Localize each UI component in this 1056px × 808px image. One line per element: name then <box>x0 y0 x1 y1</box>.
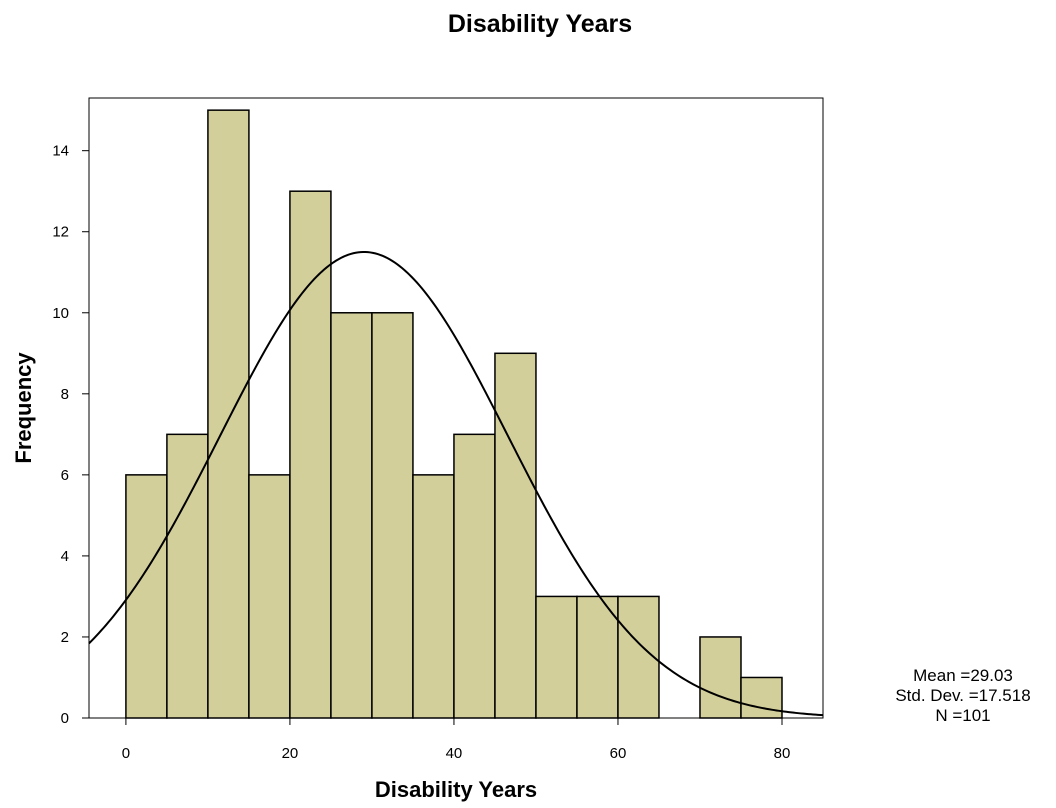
stats-mean: Mean =29.03 <box>913 666 1013 685</box>
y-tick-label: 14 <box>52 143 69 160</box>
x-tick-label: 80 <box>774 745 791 762</box>
histogram-bar <box>166 433 209 719</box>
y-tick-label: 4 <box>61 548 69 565</box>
y-tick-label: 0 <box>61 710 69 727</box>
stats-std-dev: Std. Dev. =17.518 <box>895 686 1030 705</box>
x-tick-label: 40 <box>446 745 463 762</box>
histogram-bar <box>617 595 660 719</box>
y-tick-label: 2 <box>61 629 69 646</box>
histogram-bar <box>453 433 496 719</box>
chart-title: Disability Years <box>447 10 633 38</box>
x-tick-label: 20 <box>282 745 299 762</box>
stats-box: Mean =29.03 Std. Dev. =17.518 N =101 <box>895 666 1030 725</box>
x-tick-label: 60 <box>610 745 627 762</box>
histogram-bar <box>535 595 578 719</box>
stats-n: N =101 <box>935 706 990 725</box>
histogram-bars <box>125 109 783 719</box>
histogram-bar <box>330 312 373 719</box>
y-tick-label: 12 <box>52 224 69 241</box>
y-tick-label: 8 <box>61 386 69 403</box>
y-tick-label: 6 <box>61 467 69 484</box>
histogram-bar <box>125 474 168 719</box>
histogram-bar <box>248 474 291 719</box>
histogram-bar <box>371 312 414 719</box>
x-tick-label: 0 <box>122 745 130 762</box>
histogram-bar <box>699 636 742 719</box>
histogram-bar <box>289 190 332 719</box>
histogram-bar <box>576 595 619 719</box>
x-axis: 0 20 40 60 80 <box>122 718 791 762</box>
normal-curve <box>88 250 824 717</box>
histogram-bar <box>412 474 455 719</box>
histogram-bar <box>740 676 783 719</box>
x-axis-title: Disability Years <box>375 777 537 802</box>
y-tick-label: 10 <box>52 305 69 322</box>
histogram-bar <box>207 109 250 719</box>
histogram-bar <box>494 352 537 719</box>
y-axis: 0 2 4 6 8 10 12 14 <box>52 143 89 727</box>
y-axis-title: Frequency <box>11 352 36 464</box>
